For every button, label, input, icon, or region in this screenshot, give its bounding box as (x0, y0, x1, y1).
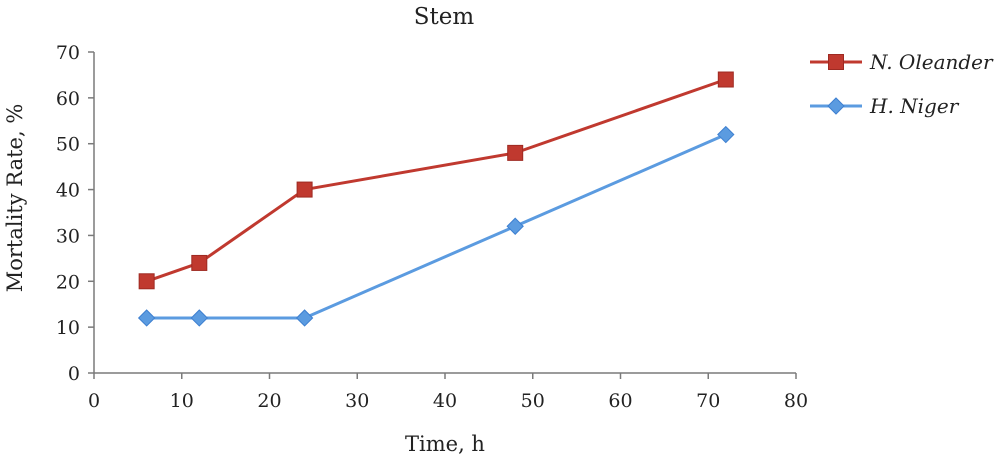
x-tick-label: 40 (433, 390, 457, 412)
data-point-h-niger (137, 309, 156, 327)
y-tick-label: 10 (56, 317, 80, 339)
data-point-n-oleander (717, 71, 734, 88)
data-point-n-oleander (507, 144, 524, 161)
y-tick-label: 40 (56, 180, 80, 202)
x-tick-label: 10 (170, 390, 194, 412)
data-point-h-niger (190, 309, 209, 327)
x-tick-label: 80 (784, 390, 808, 412)
legend: N. Oleander H. Niger (810, 50, 994, 118)
x-tick-label: 20 (257, 390, 281, 412)
series-h-niger (137, 125, 735, 327)
y-axis-title: Mortality Rate, % (3, 104, 27, 293)
x-tick-label: 0 (88, 390, 100, 412)
data-point-n-oleander (191, 254, 208, 271)
data-point-h-niger (717, 125, 735, 144)
x-axis-title: Time, h (405, 432, 485, 456)
y-tick-label: 30 (56, 225, 80, 247)
series-n-oleander (138, 71, 734, 290)
x-tick-label: 50 (521, 390, 545, 412)
data-point-h-niger (506, 217, 524, 235)
series-layer (137, 71, 735, 327)
y-ticks: 0 10 20 30 40 50 60 70 (56, 42, 94, 385)
x-tick-label: 60 (608, 390, 632, 412)
y-tick-label: 20 (56, 271, 80, 293)
data-point-n-oleander (138, 273, 155, 290)
y-tick-label: 70 (56, 42, 80, 64)
y-tick-label: 60 (56, 88, 80, 110)
x-tick-label: 30 (345, 390, 369, 412)
x-ticks: 0 10 20 30 40 50 60 70 80 (88, 373, 808, 412)
chart-title: Stem (414, 4, 475, 30)
series-line-n-oleander (146, 78, 727, 283)
y-tick-label: 0 (68, 363, 80, 385)
legend-label: H. Niger (869, 94, 960, 118)
legend-label: N. Oleander (869, 50, 994, 74)
legend-item-n-oleander: N. Oleander (810, 50, 994, 74)
legend-swatch-marker (827, 97, 845, 115)
data-point-n-oleander (296, 181, 313, 198)
data-point-h-niger (295, 309, 314, 327)
series-line-h-niger (146, 133, 727, 320)
x-tick-label: 70 (696, 390, 720, 412)
legend-item-h-niger: H. Niger (810, 94, 960, 118)
y-tick-label: 50 (56, 134, 80, 156)
legend-swatch-marker (828, 54, 844, 70)
